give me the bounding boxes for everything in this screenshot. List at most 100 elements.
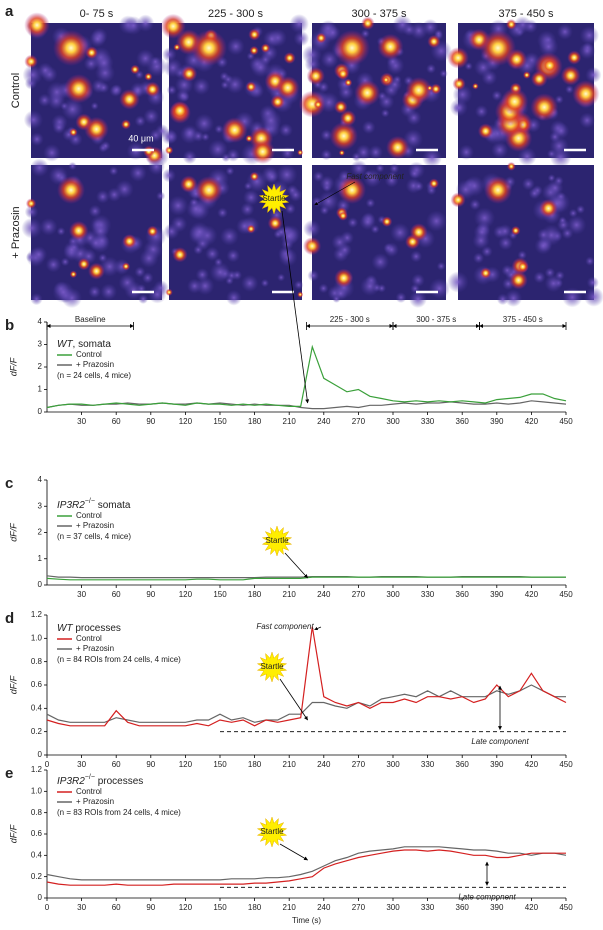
hotspot xyxy=(510,225,521,236)
y-tick-label: 2 xyxy=(38,362,43,371)
cell xyxy=(288,188,303,202)
x-tick-label: 0 xyxy=(45,760,50,769)
x-tick-label: 150 xyxy=(213,760,227,769)
image-tile xyxy=(21,158,169,309)
x-tick-label: 360 xyxy=(456,903,470,912)
cell xyxy=(371,253,390,271)
period-label: Baseline xyxy=(75,315,106,324)
hotspot xyxy=(283,52,296,65)
cell xyxy=(333,286,348,301)
cell xyxy=(481,69,498,86)
column-label: 300 - 375 s xyxy=(351,8,407,20)
x-tick-label: 390 xyxy=(490,417,504,426)
cell xyxy=(60,257,70,267)
scale-bar-label: 40 μm xyxy=(128,133,153,143)
y-tick-label: 0.6 xyxy=(31,829,43,838)
cell xyxy=(491,90,503,101)
hotspot xyxy=(522,71,531,79)
cell xyxy=(554,270,565,281)
x-tick-label: 300 xyxy=(386,760,400,769)
hotspot xyxy=(334,100,348,114)
hotspot xyxy=(447,47,469,69)
cell xyxy=(528,187,541,200)
image-tile xyxy=(160,13,310,165)
startle-burst xyxy=(256,651,288,683)
series-line xyxy=(46,849,566,886)
column-label: 0- 75 s xyxy=(80,8,114,20)
x-tick-label: 390 xyxy=(490,903,504,912)
hotspot xyxy=(509,270,528,290)
hotspot xyxy=(25,198,37,209)
legend-title: WT processes xyxy=(57,623,121,634)
cell xyxy=(182,149,197,165)
hotspot xyxy=(338,176,366,204)
x-tick-label: 210 xyxy=(283,760,297,769)
startle-burst xyxy=(261,525,293,557)
x-tick-label: 300 xyxy=(386,903,400,912)
x-tick-label: 360 xyxy=(456,760,470,769)
annotation-arrow xyxy=(281,210,310,404)
cell xyxy=(303,219,321,238)
cell xyxy=(110,84,123,96)
cell xyxy=(556,23,573,40)
hotspot xyxy=(334,30,370,66)
row-label: Control xyxy=(10,73,22,108)
hotspot xyxy=(306,66,325,86)
cell xyxy=(176,88,190,103)
hotspot xyxy=(64,74,94,104)
legend-note: (n = 24 cells, 4 mice) xyxy=(57,371,131,380)
y-tick-label: 0.4 xyxy=(31,703,43,712)
cell xyxy=(226,289,242,306)
legend-title: IP3R2−/− somata xyxy=(57,498,131,510)
hotspot xyxy=(405,76,433,104)
hotspot xyxy=(77,257,91,271)
cell xyxy=(538,36,559,57)
x-tick-label: 390 xyxy=(490,760,504,769)
hotspot xyxy=(260,43,271,53)
cell xyxy=(61,98,84,121)
x-tick-label: 60 xyxy=(112,417,121,426)
cell xyxy=(277,273,286,282)
axes xyxy=(46,770,566,899)
cell xyxy=(473,207,496,229)
cell xyxy=(209,261,231,283)
annotation-arrow xyxy=(314,626,322,631)
x-tick-label: 240 xyxy=(317,417,331,426)
y-tick-label: 0 xyxy=(38,407,43,416)
cell xyxy=(320,129,333,142)
hotspot xyxy=(539,198,559,218)
cell xyxy=(30,292,43,306)
hotspot xyxy=(160,13,186,39)
legend-title-part: IP3R2 xyxy=(57,776,85,787)
x-tick-label: 30 xyxy=(77,590,86,599)
cell xyxy=(30,132,44,147)
cell xyxy=(428,278,450,299)
cell xyxy=(319,175,335,191)
column-label: 375 - 450 s xyxy=(498,8,554,20)
cell xyxy=(579,25,600,46)
cell xyxy=(294,280,304,290)
x-tick-label: 240 xyxy=(317,590,331,599)
x-tick-label: 390 xyxy=(490,590,504,599)
hotspot xyxy=(267,215,283,231)
cell xyxy=(68,161,77,171)
x-tick-label: 330 xyxy=(421,760,435,769)
cell xyxy=(368,145,383,160)
cell xyxy=(583,286,603,307)
period-label: 300 - 375 s xyxy=(416,315,456,324)
cell xyxy=(100,140,111,151)
cell xyxy=(562,287,583,308)
cell xyxy=(21,217,43,239)
axes xyxy=(46,322,566,413)
hotspot xyxy=(382,76,390,84)
hotspot xyxy=(122,234,137,249)
image-tile xyxy=(22,12,169,167)
x-tick-label: 90 xyxy=(146,760,155,769)
y-tick-label: 0 xyxy=(38,750,43,759)
annotation: Startle xyxy=(260,662,284,671)
cell xyxy=(395,292,407,303)
x-tick-label: 120 xyxy=(179,417,193,426)
hotspot xyxy=(270,94,286,110)
cell xyxy=(91,222,110,240)
x-tick-label: 450 xyxy=(559,590,573,599)
